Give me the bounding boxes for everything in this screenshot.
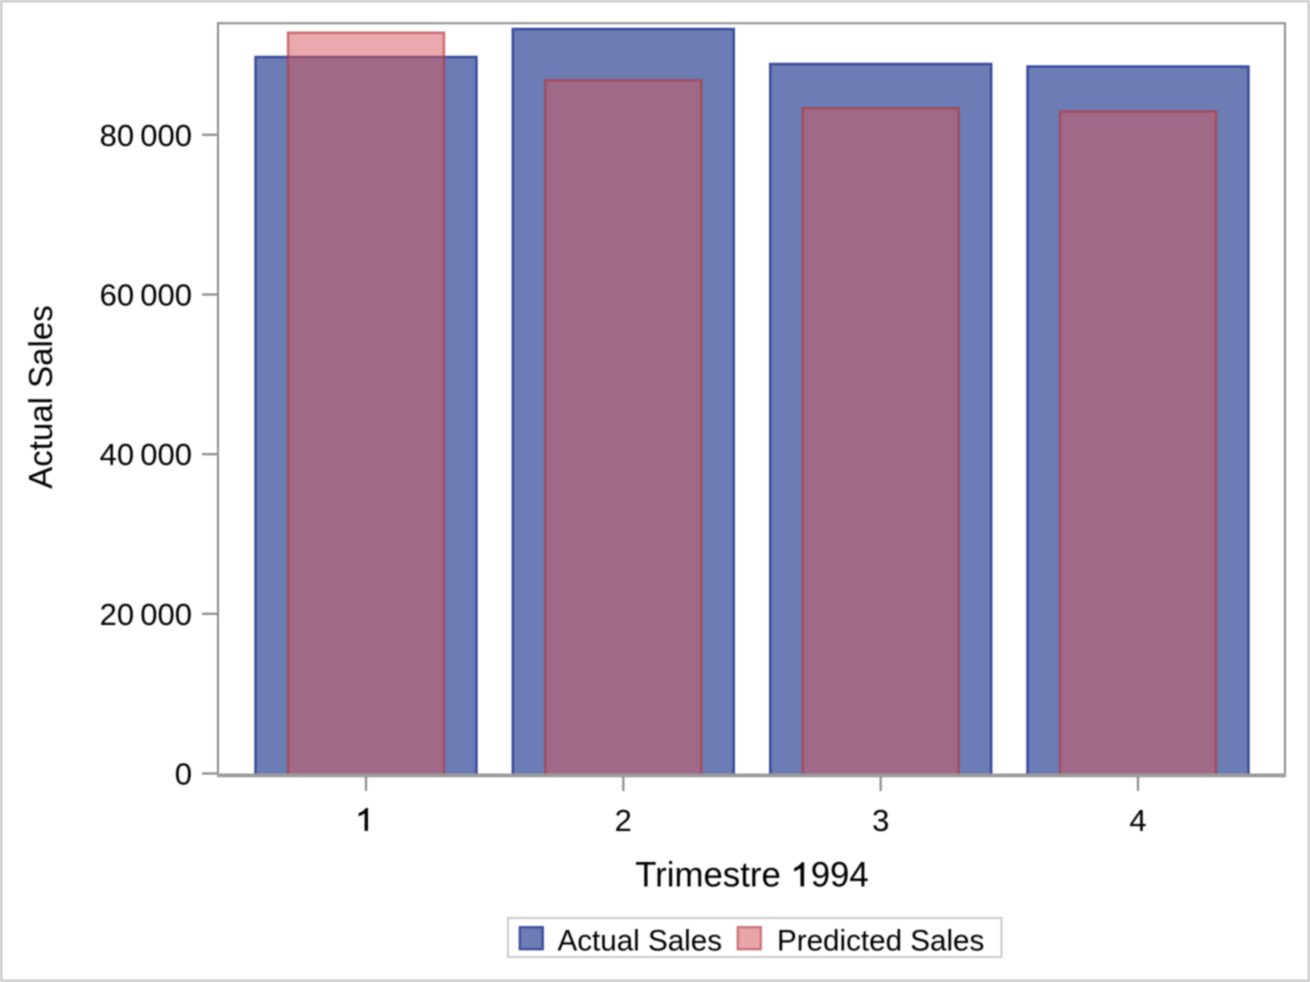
svg-text:Actual Sales: Actual Sales <box>558 925 723 958</box>
svg-text:0: 0 <box>175 757 192 792</box>
svg-text:Actual Sales: Actual Sales <box>22 305 59 488</box>
svg-text:20 000: 20 000 <box>100 597 192 632</box>
svg-text:80 000: 80 000 <box>100 118 192 153</box>
svg-text:40 000: 40 000 <box>100 437 192 472</box>
svg-text:60 000: 60 000 <box>100 278 192 313</box>
svg-text:4: 4 <box>1129 803 1146 838</box>
svg-text:2: 2 <box>615 803 632 838</box>
svg-text:3: 3 <box>872 803 889 838</box>
svg-text:994: 994 <box>811 855 869 894</box>
svg-text:Trimestre: Trimestre <box>635 855 781 894</box>
svg-text:Predicted Sales: Predicted Sales <box>777 925 984 958</box>
